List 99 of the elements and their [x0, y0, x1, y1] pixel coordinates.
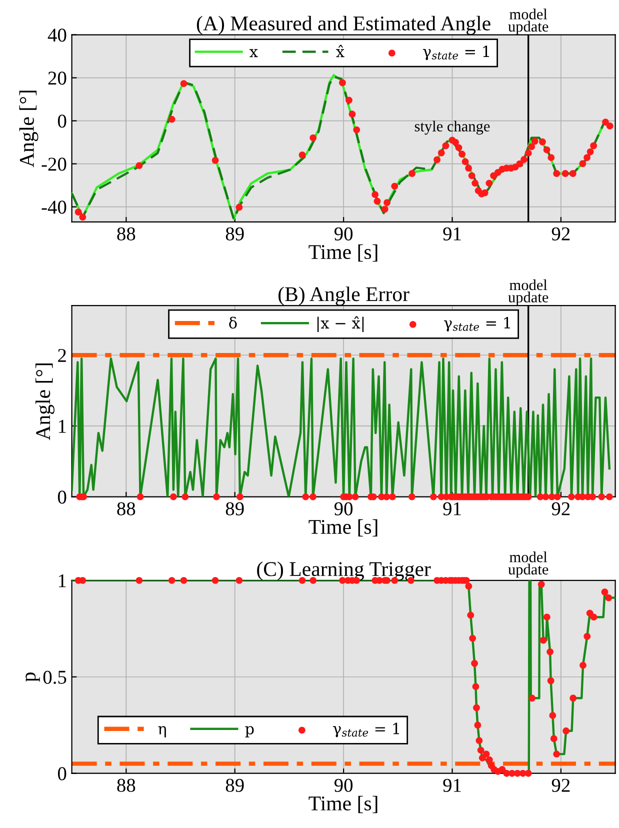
ref-line-label: model update: [508, 8, 548, 35]
x-tick-label: 92: [552, 502, 570, 516]
ref-line-label: model update: [508, 279, 548, 306]
x-tick-label: 88: [117, 502, 136, 516]
point: [562, 170, 569, 177]
y-tick-label: -40: [42, 200, 66, 214]
y-tick-label: 40: [48, 28, 66, 42]
legend-label: γ$_{state}$ = 1: [333, 722, 399, 738]
y-tick-label: 0.5: [43, 670, 66, 684]
point: [384, 199, 390, 206]
x-axis-title: Time [s]: [308, 519, 378, 537]
x-tick-label: 90: [334, 502, 353, 516]
x-tick-label: 88: [117, 227, 136, 240]
x-tick-label: 92: [552, 778, 570, 792]
point: [74, 208, 82, 216]
point: [79, 214, 86, 221]
annotation: style change: [414, 120, 490, 135]
point: [531, 138, 538, 145]
point: [586, 148, 594, 156]
x-tick-label: 90: [334, 227, 353, 240]
chart-title: (A) Measured and Estimated Angle: [196, 16, 490, 35]
y-tick-label: 0: [58, 490, 66, 504]
point: [528, 143, 536, 150]
point: [212, 156, 219, 164]
point: [442, 142, 450, 150]
legend-label: γ$_{state}$ = 1: [422, 46, 489, 60]
point: [180, 80, 188, 88]
point: [298, 152, 306, 158]
point: [458, 150, 466, 158]
point: [455, 144, 462, 152]
point: [391, 182, 398, 190]
x-tick-label: 89: [226, 502, 244, 516]
point: [408, 170, 416, 177]
legend-label: δ: [229, 316, 237, 329]
point: [346, 96, 352, 104]
y-tick-label: 0: [58, 114, 66, 128]
x-axis-title: Time [s]: [308, 244, 378, 262]
x-tick-label: 88: [117, 778, 136, 792]
point: [310, 134, 317, 142]
y-axis-title: Angle [°]: [35, 364, 54, 440]
x-tick-label: 91: [443, 502, 461, 516]
chart-title: (B) Angle Error: [278, 286, 410, 306]
point: [490, 172, 498, 180]
x-tick-label: 90: [334, 778, 353, 792]
x-tick-label: 91: [443, 778, 461, 792]
y-axis-title: p: [26, 672, 40, 682]
point: [374, 198, 381, 205]
point: [590, 142, 598, 150]
point: [569, 170, 576, 177]
point: [512, 164, 519, 171]
point: [579, 160, 586, 168]
legend-label: x̂: [336, 44, 344, 58]
annotation: model update: [508, 552, 548, 578]
point: [381, 206, 388, 213]
legend-label: η: [158, 726, 166, 738]
point: [606, 122, 614, 130]
y-tick-label: 1: [58, 420, 66, 433]
y-tick-label: -20: [42, 158, 66, 171]
point: [524, 150, 532, 157]
x-tick-label: 89: [226, 227, 244, 240]
y-tick-label: 20: [48, 72, 66, 85]
point: [452, 138, 459, 146]
legend-label: γ$_{state}$ = 1: [444, 316, 510, 332]
point: [462, 158, 469, 166]
point: [438, 149, 445, 156]
y-tick-label: 1: [58, 574, 66, 588]
point: [465, 164, 472, 172]
point: [348, 110, 356, 118]
point: [520, 156, 528, 163]
point: [481, 189, 488, 196]
point: [602, 118, 609, 126]
point: [372, 191, 379, 198]
point: [434, 156, 440, 164]
point: [472, 180, 479, 187]
legend-label: |x − x̂|: [317, 316, 364, 332]
point: [584, 154, 590, 162]
y-tick-label: 2: [58, 348, 66, 362]
point: [538, 138, 546, 146]
legend-label: p: [245, 726, 254, 738]
point: [338, 79, 346, 86]
point: [486, 180, 493, 187]
point: [548, 154, 555, 162]
y-tick-label: 0: [58, 767, 66, 780]
x-tick-label: 91: [443, 227, 461, 240]
point: [168, 116, 176, 123]
point: [353, 126, 360, 134]
point: [516, 160, 524, 168]
x-tick-label: 89: [226, 778, 244, 792]
legend-label: x: [250, 49, 258, 58]
chart-title: (C) Learning Trigger: [257, 561, 431, 580]
point: [543, 146, 550, 154]
x-tick-label: 92: [552, 227, 570, 240]
point: [553, 170, 560, 177]
point: [136, 162, 143, 170]
point: [494, 168, 502, 176]
point: [468, 172, 476, 180]
x-axis-title: Time [s]: [308, 796, 378, 814]
y-axis-title: Angle [°]: [19, 90, 38, 168]
point: [236, 204, 243, 211]
